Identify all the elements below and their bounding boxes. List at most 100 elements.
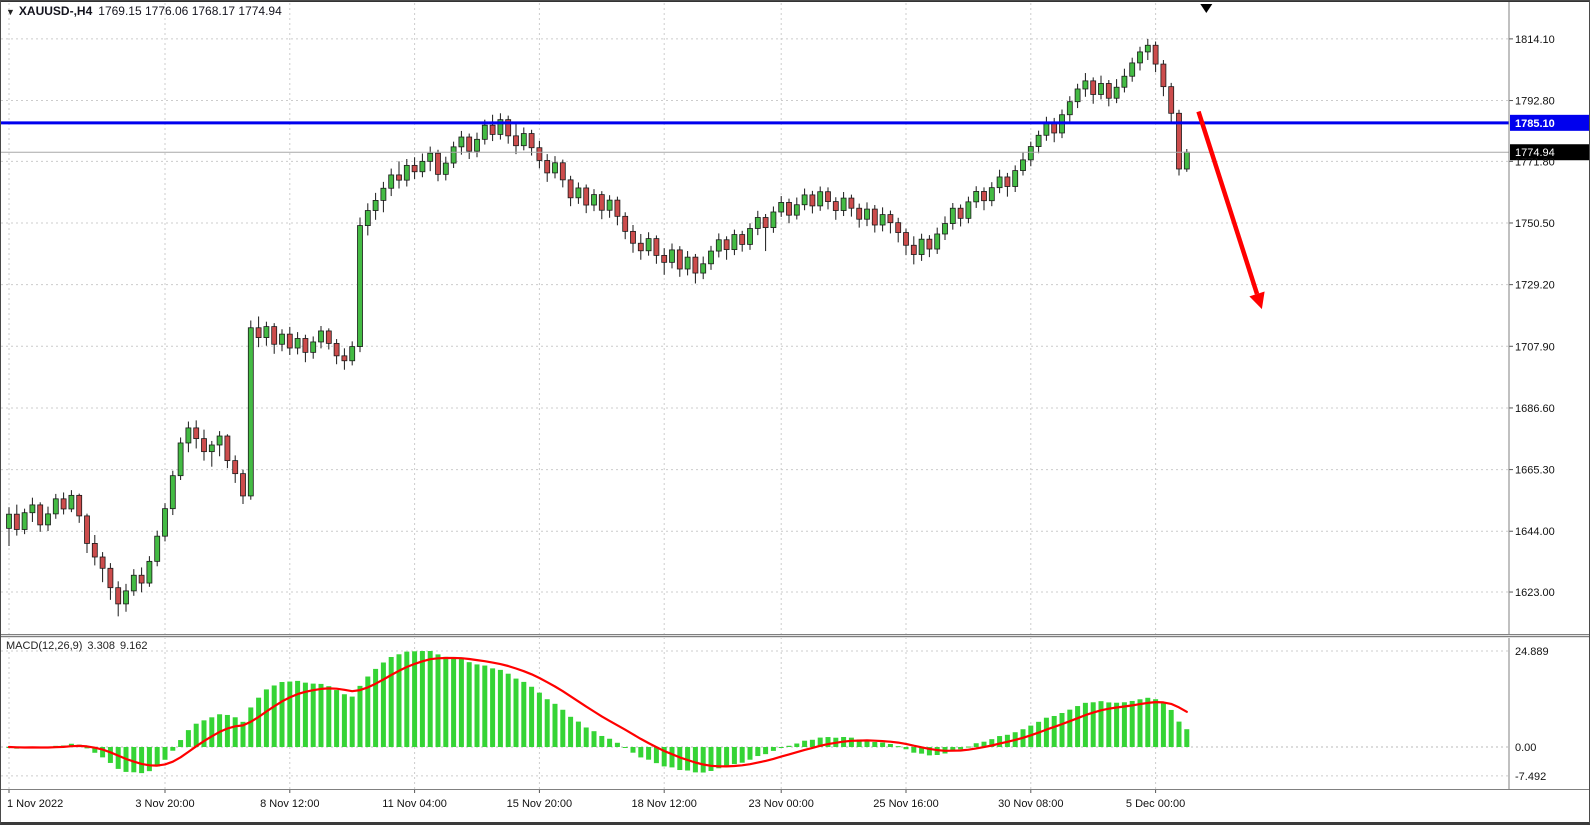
time-axis-label: 23 Nov 00:00 (748, 798, 813, 810)
time-axis-label: 25 Nov 16:00 (873, 798, 938, 810)
candle-down (1152, 44, 1159, 65)
macd-histogram-bar (107, 747, 113, 763)
macd-name-label: MACD(12,26,9) (6, 640, 83, 652)
candle-up (778, 202, 785, 213)
window-collapse-icon[interactable]: ▼ (6, 7, 15, 17)
macd-histogram-bar (139, 747, 145, 774)
macd-histogram-bar (92, 747, 98, 753)
candle-down (1090, 80, 1097, 95)
candle-up (279, 333, 285, 345)
candle-down (692, 256, 699, 274)
candle-down (341, 355, 348, 362)
macd-histogram-bar (669, 747, 675, 768)
macd-histogram-bar (1137, 699, 1143, 747)
candle-up (591, 194, 597, 206)
candle-up (1012, 170, 1019, 187)
candle-down (99, 556, 106, 569)
candle-down (1105, 83, 1112, 99)
macd-histogram-bar (1114, 702, 1120, 747)
macd-histogram-bar (388, 657, 394, 747)
macd-histogram-bar (1176, 721, 1182, 747)
candle-up (357, 225, 363, 347)
macd-histogram-bar (614, 742, 620, 747)
macd-histogram-bar (373, 668, 379, 747)
macd-histogram-bar (755, 747, 761, 757)
candle-down (13, 513, 20, 530)
macd-histogram-bar (482, 665, 488, 747)
candle-up (801, 194, 808, 206)
candle-down (193, 427, 200, 440)
macd-histogram-bar (638, 747, 644, 758)
macd-histogram-bar (505, 673, 511, 747)
candle-down (895, 222, 902, 233)
candle-up (497, 119, 504, 135)
candle-down (887, 214, 894, 224)
macd-histogram-bar (747, 747, 753, 760)
macd-histogram-bar (1043, 717, 1049, 747)
candle-down (201, 438, 207, 453)
svg-text:1774.94: 1774.94 (1515, 147, 1555, 159)
candle-up (1082, 80, 1089, 90)
candle-down (809, 194, 816, 207)
candle-up (552, 162, 558, 174)
price-axis-label: 1686.60 (1515, 403, 1555, 415)
axes-layer: 1814.10 1792.80 1771.80 1750.50 1729.20 1707.… (1, 1, 1589, 810)
macd-histogram-bar (794, 743, 800, 747)
candle-up (731, 234, 738, 251)
macd-histogram-bar (263, 689, 269, 747)
candle-up (349, 346, 356, 362)
macd-histogram-bar (575, 721, 581, 747)
candle-down (957, 207, 964, 219)
candle-down (224, 435, 231, 462)
macd-histogram-bar (848, 737, 854, 747)
candle-up (864, 208, 870, 220)
macd-histogram-bar (1051, 715, 1057, 747)
candle-down (848, 197, 855, 209)
candle-up (973, 191, 980, 203)
macd-histogram-bar (825, 737, 831, 747)
macd-histogram-bar (248, 707, 254, 747)
candle-down (630, 230, 636, 244)
candle-down (739, 234, 746, 245)
candle-down (637, 242, 644, 252)
macd-histogram-bar (802, 740, 808, 747)
candle-up (747, 228, 753, 245)
candle-down (723, 239, 730, 251)
candle-down (762, 217, 769, 229)
candle-up (458, 136, 465, 148)
candle-down (115, 587, 122, 605)
candle-up (840, 197, 847, 211)
macd-histogram-bar (856, 739, 862, 747)
macd-histogram-bar (435, 654, 441, 747)
candle-down (598, 194, 605, 211)
candle-up (793, 204, 800, 216)
candle-up (934, 233, 941, 250)
price-axis-label: 1792.80 (1515, 96, 1555, 108)
macd-histogram-bar (349, 696, 355, 747)
macd-histogram-bar (1036, 721, 1042, 747)
candle-down (622, 215, 629, 232)
macd-histogram-bar (1067, 709, 1073, 747)
candle-up (6, 513, 12, 529)
macd-histogram-bar (100, 747, 106, 758)
candle-down (325, 330, 332, 344)
macd-histogram-bar (560, 709, 566, 747)
candle-down (1176, 112, 1182, 170)
candle-down (903, 232, 909, 246)
macd-histogram-bar (232, 717, 238, 747)
candle-up (715, 239, 722, 252)
macd-histogram-bar (965, 746, 971, 748)
macd-histogram-bar (287, 681, 293, 747)
candle-up (123, 590, 129, 605)
candle-down (91, 543, 98, 558)
down-marker-icon[interactable] (1200, 4, 1213, 13)
candle-down (926, 238, 933, 250)
candle-down (396, 174, 402, 181)
candle-down (786, 202, 792, 216)
down-trend-arrow[interactable] (1196, 110, 1260, 295)
candle-up (52, 498, 59, 515)
time-axis-label: 15 Nov 20:00 (507, 798, 572, 810)
macd-histogram-bar (1184, 729, 1190, 747)
candle-down (302, 338, 309, 353)
